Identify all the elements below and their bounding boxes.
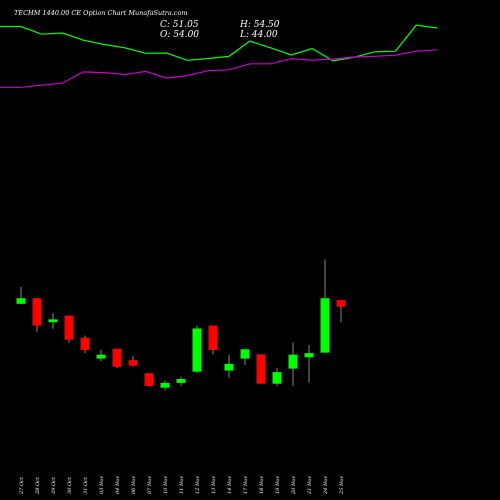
x-tick-label: 24 Nov [323,476,329,495]
candle-body-up [160,382,170,388]
x-tick-label: 25 Nov [339,476,345,495]
chart-title: TECHM 1440.00 CE Option Chart MunafaSutr… [14,9,188,17]
candle-body-up [224,363,234,371]
high-value: H: 54.50 [240,20,280,30]
x-tick-label: 07 Nov [147,476,153,494]
candle-body-up [96,354,106,359]
low-value: L: 44.00 [240,30,278,40]
candle-body-down [32,298,42,326]
x-tick-label: 03 Nov [99,476,105,494]
candle-body-down [112,348,122,367]
candle-body-down [144,373,154,387]
candle-body-up [320,298,330,353]
candle-body-up [192,328,202,372]
indicator-line-lower [0,49,438,88]
candle-body-up [176,379,186,383]
candle-body-down [128,360,138,366]
candle-body-up [288,354,298,369]
x-tick-label: 27 Oct [19,476,25,495]
x-tick-label: 04 Nov [115,476,121,494]
open-value: O: 54.00 [160,30,200,40]
candle-body-up [48,319,58,323]
x-tick-label: 17 Nov [243,476,249,494]
x-tick-label: 28 Oct [35,476,41,495]
x-tick-label: 10 Nov [163,476,169,494]
x-tick-label: 06 Nov [131,476,137,494]
x-tick-label: 12 Nov [195,476,201,494]
candle-body-up [16,298,26,304]
x-tick-label: 29 Oct [51,476,57,495]
close-value: C: 51.05 [160,20,199,30]
x-tick-label: 20 Nov [291,476,297,495]
x-tick-label: 30 Oct [67,476,73,494]
candle-body-down [80,337,90,350]
candle-body-down [336,300,346,307]
candle-body-down [64,315,74,340]
candle-body-up [240,349,250,359]
candle-body-up [272,372,282,384]
candle-body-down [208,325,218,350]
x-tick-label: 19 Nov [275,476,281,494]
x-tick-label: 21 Nov [307,476,313,495]
x-tick-label: 11 Nov [179,476,185,494]
candle-body-up [304,353,314,358]
x-tick-label: 13 Nov [211,476,217,494]
x-tick-label: 18 Nov [259,476,265,494]
x-tick-label: 14 Nov [227,476,233,494]
indicator-line-upper [0,24,438,62]
x-tick-label: 31 Oct [83,476,89,494]
candle-body-down [256,354,266,384]
